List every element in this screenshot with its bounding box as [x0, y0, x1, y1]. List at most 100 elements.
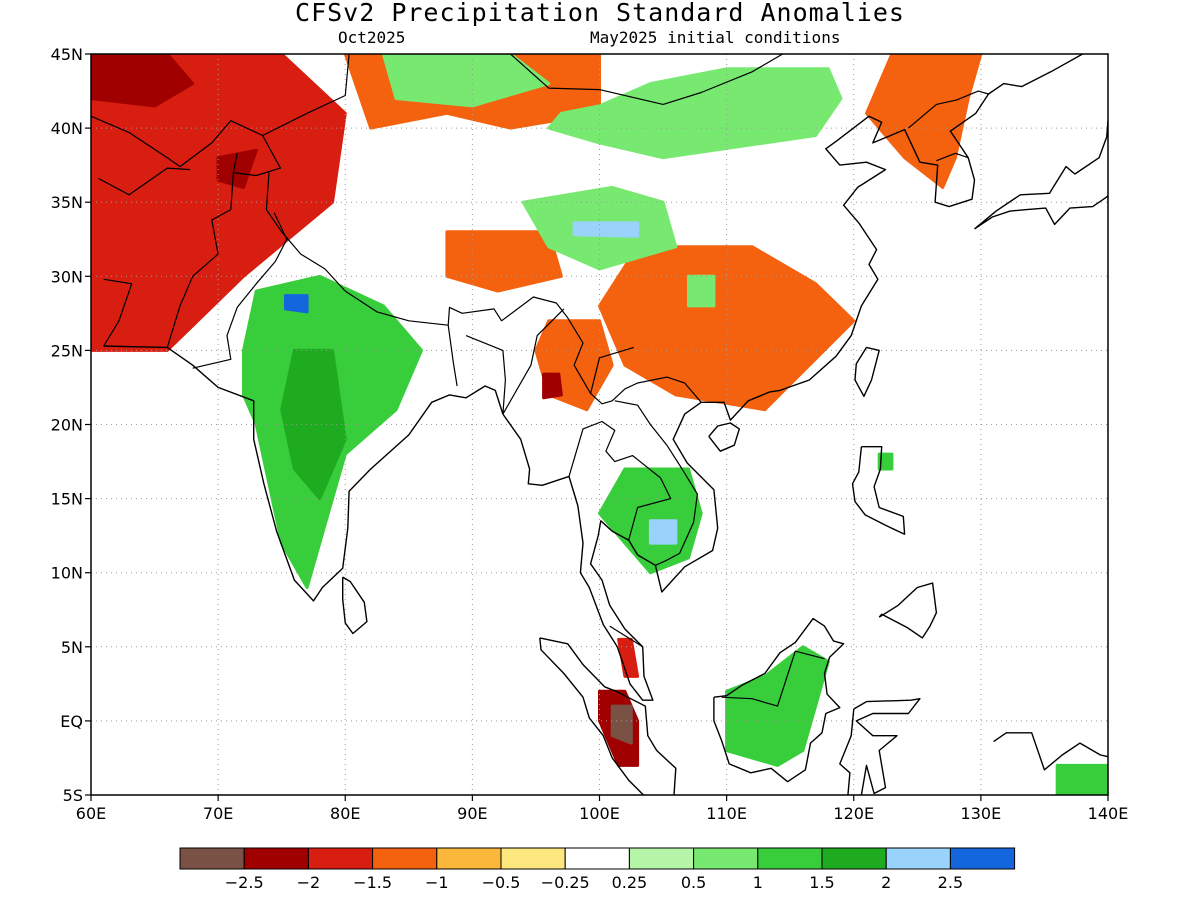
longitude-labels: 60E 70E 80E 90E 100E 110E 120E 130E 140E: [76, 804, 1129, 823]
anomaly-region-23: [1055, 763, 1108, 795]
lat-label-3: 30N: [51, 267, 83, 286]
anomaly-region-16: [687, 274, 716, 308]
colorbar-label-9: 1.5: [809, 873, 834, 892]
lon-label-5: 110E: [706, 804, 747, 823]
colorbar-label-11: 2.5: [938, 873, 963, 892]
lon-label-0: 60E: [76, 804, 106, 823]
colorbar-label-5: −0.25: [541, 873, 590, 892]
border-line-11: [91, 115, 263, 168]
lat-label-10: 5S: [63, 786, 83, 805]
axis-ticks: [85, 53, 1109, 801]
border-line-19: [721, 650, 825, 707]
anomaly-region-21: [648, 519, 678, 545]
colorbar-swatch-1: [243, 847, 309, 870]
colorbar-label-7: 0.5: [681, 873, 706, 892]
colorbar-label-1: −2: [297, 873, 321, 892]
border-line-4: [447, 325, 458, 387]
coastline-hainan: [708, 422, 740, 452]
border-line-8: [568, 420, 672, 541]
lat-label-2: 35N: [51, 193, 83, 212]
lon-label-1: 70E: [203, 804, 233, 823]
border-line-10: [262, 54, 350, 137]
colorbar-swatch-2: [307, 847, 374, 870]
colorbar-swatch-4: [436, 847, 502, 870]
country-borders: [91, 54, 989, 707]
lat-label-0: 45N: [51, 45, 83, 64]
anomaly-region-4: [445, 230, 563, 293]
colorbar-swatch-6: [564, 847, 630, 870]
lat-label-8: 5N: [61, 638, 83, 657]
coastline-hokkaido: [1111, 48, 1178, 106]
anomaly-region-15: [572, 221, 640, 238]
border-line-2: [265, 172, 569, 326]
anomaly-region-10: [610, 704, 633, 745]
anomaly-region-2: [216, 148, 258, 189]
colorbar-swatch-12: [949, 847, 1016, 870]
initial-conditions: May2025 initial conditions: [590, 28, 841, 47]
colorbar-swatch-5: [500, 847, 566, 870]
lat-label-7: 10N: [51, 564, 83, 583]
anomaly-region-12: [381, 54, 551, 108]
border-line-15: [936, 152, 969, 162]
anomaly-region-5: [598, 245, 856, 412]
border-line-3: [192, 212, 288, 369]
coastline-sumatra: [539, 637, 677, 795]
colorbar-label-4: −0.5: [482, 873, 521, 892]
colorbar-label-3: −1: [425, 873, 449, 892]
border-line-7: [567, 317, 702, 405]
lon-label-4: 100E: [579, 804, 620, 823]
border-line-6: [502, 308, 565, 415]
colorbar-swatch-10: [821, 847, 887, 870]
colorbar-swatch-11: [885, 847, 951, 870]
coastlines: [103, 48, 1178, 795]
border-line-12: [232, 135, 281, 177]
lat-label-9: EQ: [60, 712, 83, 731]
lat-label-4: 25N: [51, 341, 83, 360]
colorbar-swatch-9: [757, 847, 823, 870]
coastline-japan: [974, 119, 1108, 230]
coastline-india: [103, 345, 504, 602]
colorbar-labels: −2.5 −2 −1.5 −1 −0.5 −0.25 0.25 0.5 1 1.5 2 2.5: [225, 873, 963, 892]
coastline-sri-lanka: [342, 576, 368, 635]
anomaly-region-1: [91, 54, 195, 108]
lat-label-6: 15N: [51, 490, 83, 509]
colorbar-label-6: 0.25: [612, 873, 648, 892]
colorbar-swatch-7: [628, 847, 695, 870]
colorbar-label-8: 1: [753, 873, 763, 892]
border-line-14: [908, 90, 989, 129]
coastline-new-guinea: [993, 732, 1108, 771]
lat-label-5: 20N: [51, 416, 83, 435]
colorbar-swatch-8: [693, 847, 759, 870]
colorbar-swatch-3: [372, 847, 438, 870]
lon-label-6: 120E: [833, 804, 874, 823]
border-line-1: [166, 172, 234, 348]
coastline-borneo: [713, 617, 845, 783]
border-line-17: [590, 346, 634, 394]
border-line-0: [103, 278, 133, 347]
coastline-mindanao: [878, 582, 938, 639]
border-line-13: [506, 54, 784, 106]
colorbar-swatch-0: [179, 847, 245, 870]
lon-label-3: 90E: [457, 804, 487, 823]
colorbar-label-0: −2.5: [225, 873, 264, 892]
border-line-16: [98, 167, 191, 196]
lon-label-8: 140E: [1088, 804, 1129, 823]
anomaly-region-19: [284, 294, 309, 314]
coastline-indochina: [502, 54, 1083, 701]
latitude-labels: 45N 40N 35N 30N 25N 20N 15N 10N 5N EQ 5S: [51, 45, 83, 805]
forecast-month: Oct2025: [338, 28, 406, 47]
border-line-18: [609, 625, 644, 648]
lon-label-2: 80E: [330, 804, 360, 823]
anomaly-region-8: [542, 372, 563, 400]
colorbar-label-2: −1.5: [353, 873, 392, 892]
lon-label-7: 130E: [961, 804, 1002, 823]
colorbar-label-10: 2: [881, 873, 891, 892]
anomaly-region-13: [547, 67, 843, 160]
coastline-taiwan: [854, 346, 880, 397]
colorbar: [179, 847, 1016, 870]
coastline-sulawesi: [839, 698, 921, 795]
lat-label-1: 40N: [51, 119, 83, 138]
anomaly-region-18: [280, 348, 347, 501]
border-line-9: [614, 400, 699, 566]
